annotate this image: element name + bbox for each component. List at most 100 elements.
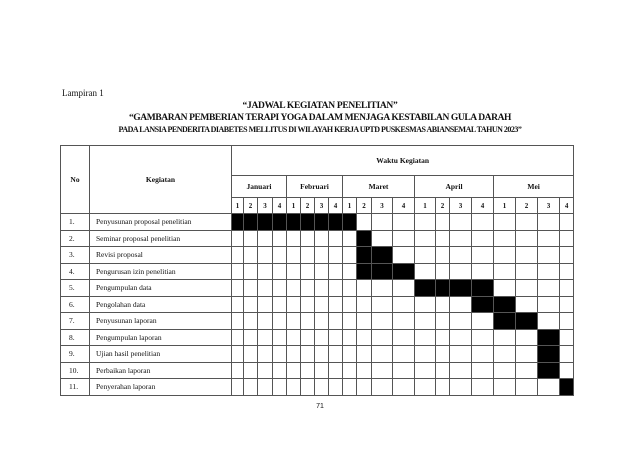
week-cell — [231, 312, 244, 330]
week-cell — [435, 295, 450, 313]
week-cell — [356, 279, 372, 297]
week-cell — [471, 246, 494, 264]
row-number: 3. — [60, 246, 90, 264]
week-cell — [537, 312, 560, 330]
scheduled-week-cell — [243, 213, 258, 231]
week-cell — [328, 328, 343, 346]
week-cell — [342, 262, 357, 280]
week-cell — [286, 378, 301, 396]
title-line-2: “GAMBARAN PEMBERIAN TERAPI YOGA DALAM ME… — [128, 113, 512, 123]
page-number: 71 — [316, 403, 324, 410]
week-cell — [493, 229, 516, 247]
week-cell — [300, 295, 315, 313]
week-cell — [471, 229, 494, 247]
week-cell — [272, 345, 287, 363]
month-header: Januari — [231, 175, 287, 198]
week-cell — [471, 312, 494, 330]
week-cell — [558, 312, 575, 330]
week-cell — [231, 295, 244, 313]
activity-name: Penyerahan laporan — [89, 378, 232, 396]
table-row: 5. Pengumpulan data — [60, 279, 575, 297]
week-cell — [515, 246, 538, 264]
activity-name: Ujian hasil penelitian — [89, 345, 232, 363]
scheduled-week-cell — [328, 213, 343, 231]
week-cell — [371, 229, 393, 247]
week-cell — [537, 295, 560, 313]
week-cell — [231, 262, 244, 280]
scheduled-week-cell — [257, 213, 273, 231]
week-cell — [471, 378, 494, 396]
week-cell — [257, 229, 273, 247]
week-cell — [231, 279, 244, 297]
activity-name: Penyusunan laporan — [89, 312, 232, 330]
scheduled-week-cell — [342, 213, 357, 231]
week-cell — [371, 328, 393, 346]
week-cell — [537, 262, 560, 280]
week-header: 1 — [493, 197, 516, 214]
week-cell — [537, 279, 560, 297]
week-cell — [558, 328, 575, 346]
week-cell — [328, 378, 343, 396]
week-cell — [231, 361, 244, 379]
scheduled-week-cell — [471, 279, 494, 297]
week-cell — [435, 328, 450, 346]
week-cell — [435, 345, 450, 363]
week-cell — [435, 262, 450, 280]
week-header: 2 — [356, 197, 372, 214]
week-cell — [342, 328, 357, 346]
week-cell — [342, 279, 357, 297]
week-cell — [414, 312, 436, 330]
attachment-label: Lampiran 1 — [62, 88, 104, 98]
week-header: 1 — [414, 197, 436, 214]
week-cell — [328, 279, 343, 297]
row-number: 5. — [60, 279, 90, 297]
week-cell — [243, 279, 258, 297]
scheduled-week-cell — [537, 361, 560, 379]
week-cell — [414, 229, 436, 247]
scheduled-week-cell — [537, 328, 560, 346]
activity-name: Seminar proposal penelitian — [89, 229, 232, 247]
week-cell — [392, 246, 415, 264]
week-cell — [243, 312, 258, 330]
week-cell — [231, 246, 244, 264]
week-header: 4 — [272, 197, 287, 214]
week-cell — [342, 361, 357, 379]
week-cell — [515, 345, 538, 363]
week-cell — [257, 345, 273, 363]
month-header: Februari — [286, 175, 343, 198]
week-cell — [392, 345, 415, 363]
week-cell — [558, 361, 575, 379]
scheduled-week-cell — [515, 312, 538, 330]
week-header: 1 — [342, 197, 357, 214]
week-cell — [314, 246, 329, 264]
week-cell — [243, 378, 258, 396]
week-cell — [392, 213, 415, 231]
table-row: 4. Pengurusan izin penelitian — [60, 262, 575, 280]
week-cell — [558, 246, 575, 264]
title-line-1: “JADWAL KEGIATAN PENELITIAN” — [242, 101, 398, 111]
week-cell — [257, 378, 273, 396]
week-cell — [257, 295, 273, 313]
week-cell — [515, 361, 538, 379]
week-cell — [314, 378, 329, 396]
week-cell — [243, 246, 258, 264]
week-cell — [300, 361, 315, 379]
week-cell — [371, 345, 393, 363]
week-cell — [272, 229, 287, 247]
week-cell — [286, 328, 301, 346]
week-cell — [286, 279, 301, 297]
week-cell — [493, 378, 516, 396]
week-header: 2 — [243, 197, 258, 214]
scheduled-week-cell — [356, 262, 372, 280]
week-cell — [449, 295, 472, 313]
week-cell — [371, 378, 393, 396]
week-header: 3 — [449, 197, 472, 214]
scheduled-week-cell — [356, 246, 372, 264]
table-row: 3. Revisi proposal — [60, 246, 575, 264]
header-time: Waktu Kegiatan — [230, 145, 575, 176]
week-cell — [515, 213, 538, 231]
week-cell — [493, 246, 516, 264]
week-cell — [286, 246, 301, 264]
header-activity: Kegiatan — [89, 145, 232, 214]
week-cell — [493, 262, 516, 280]
